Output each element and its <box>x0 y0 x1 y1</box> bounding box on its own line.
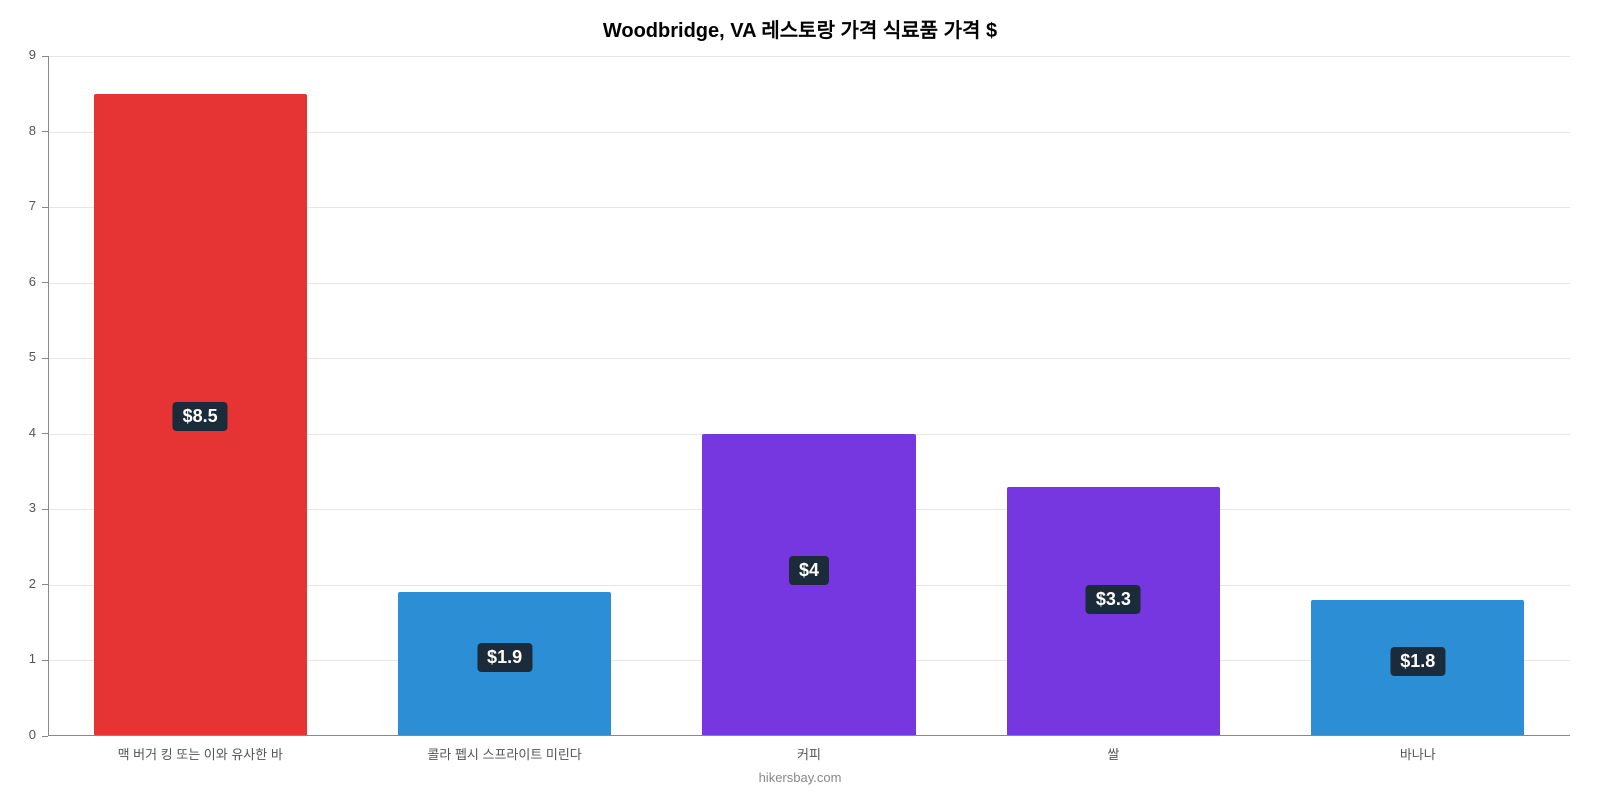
y-tick-label: 6 <box>29 274 36 289</box>
x-tick-label: 콜라 펩시 스프라이트 미린다 <box>427 744 581 763</box>
y-axis-line <box>48 56 49 736</box>
x-tick-label: 커피 <box>797 744 821 763</box>
plot-area: 0123456789 $8.5맥 버거 킹 또는 이와 유사한 바$1.9콜라 … <box>48 56 1570 736</box>
x-tick-label: 쌀 <box>1107 744 1119 763</box>
y-tick-label: 3 <box>29 500 36 515</box>
bars-layer: $8.5맥 버거 킹 또는 이와 유사한 바$1.9콜라 펩시 스프라이트 미린… <box>48 56 1570 736</box>
value-badge: $1.8 <box>1390 647 1445 676</box>
value-badge: $8.5 <box>173 402 228 431</box>
bar: $3.3 <box>1007 487 1220 736</box>
y-tick: 0 <box>42 736 48 737</box>
y-tick-label: 1 <box>29 651 36 666</box>
bar: $1.8 <box>1311 600 1524 736</box>
y-tick-label: 2 <box>29 576 36 591</box>
chart-title: Woodbridge, VA 레스토랑 가격 식료품 가격 $ <box>0 14 1600 43</box>
y-tick-label: 4 <box>29 425 36 440</box>
y-tick-label: 0 <box>29 727 36 742</box>
bar: $8.5 <box>94 94 307 736</box>
chart-credit: hikersbay.com <box>0 770 1600 785</box>
bar: $4 <box>702 434 915 736</box>
y-tick-label: 9 <box>29 47 36 62</box>
y-tick-label: 8 <box>29 123 36 138</box>
x-tick-label: 바나나 <box>1400 744 1436 763</box>
value-badge: $4 <box>789 556 829 585</box>
value-badge: $3.3 <box>1086 585 1141 614</box>
bar: $1.9 <box>398 592 611 736</box>
price-bar-chart: Woodbridge, VA 레스토랑 가격 식료품 가격 $ 01234567… <box>0 0 1600 800</box>
y-tick-label: 5 <box>29 349 36 364</box>
x-tick-label: 맥 버거 킹 또는 이와 유사한 바 <box>118 744 283 763</box>
value-badge: $1.9 <box>477 643 532 672</box>
y-tick-label: 7 <box>29 198 36 213</box>
x-axis-line <box>48 735 1570 736</box>
